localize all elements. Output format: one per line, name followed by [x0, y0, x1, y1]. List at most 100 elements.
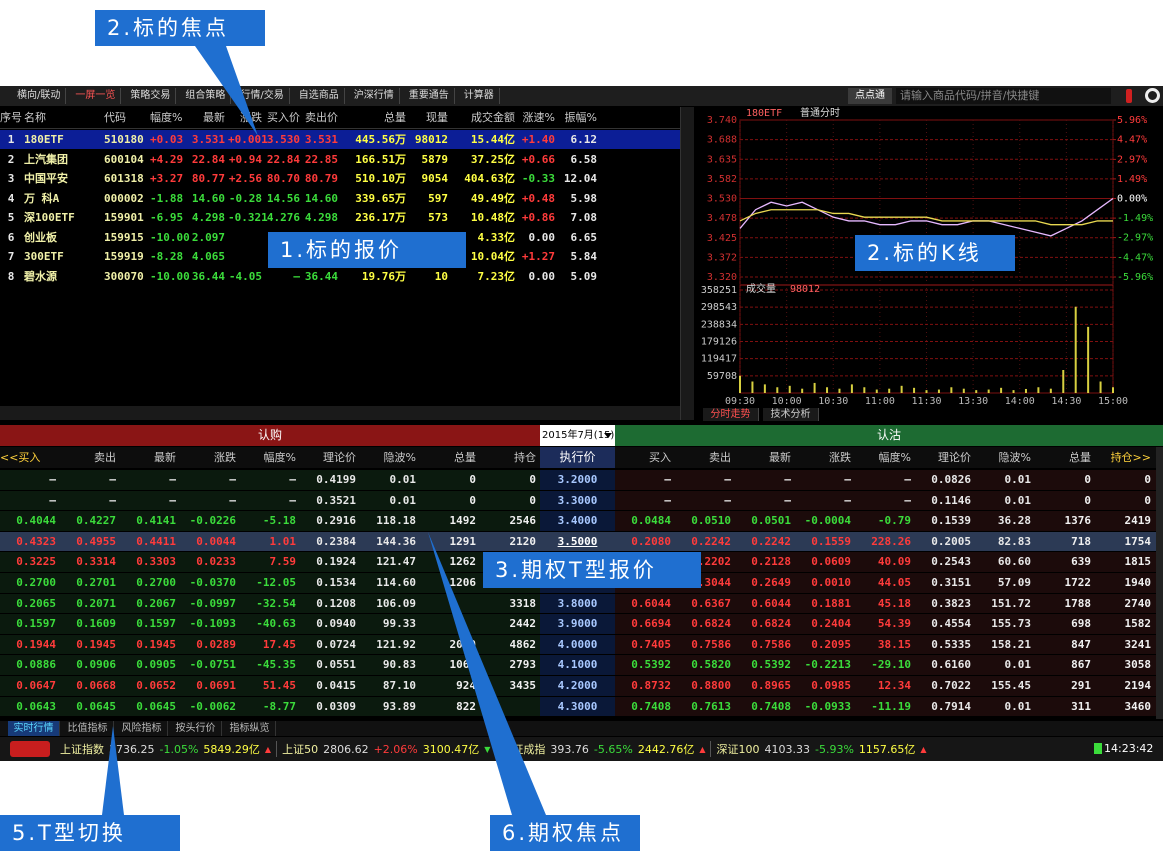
strike-cell[interactable]: 4.3000 — [557, 699, 598, 713]
strike-cell[interactable]: 4.2000 — [557, 679, 598, 692]
price-line — [739, 209, 1113, 226]
strike-header: 执行价 — [540, 447, 615, 468]
put-cell: 0.7586 — [751, 637, 791, 651]
index-change: +2.06% — [373, 742, 418, 756]
put-cell: 2419 — [1124, 514, 1152, 528]
call-cell: 0.2700 — [16, 576, 56, 589]
stock-header: 幅度% — [150, 111, 183, 124]
annotation-label: 5.T型切换 — [0, 815, 180, 851]
stock-cell: 445.56万 — [355, 133, 406, 146]
put-cell: 0.3823 — [931, 596, 971, 610]
toolbar-button[interactable]: 自选商品 — [294, 88, 345, 104]
chart-tab[interactable]: 技术分析 — [763, 408, 819, 421]
y2-tick-label: 1.49% — [1117, 174, 1147, 185]
call-cell: 0.4044 — [16, 514, 56, 528]
y-tick-label: 179126 — [701, 336, 737, 347]
call-cell: 2793 — [509, 658, 537, 672]
put-cell: 1582 — [1124, 617, 1152, 631]
call-header: 卖出 — [94, 451, 116, 464]
call-cell: 0 — [469, 493, 476, 507]
toolbar-button[interactable]: 沪深行情 — [349, 88, 400, 104]
search-input[interactable]: 请输入商品代码/拼音/快捷键 — [896, 88, 1111, 104]
strike-cell[interactable]: 4.1000 — [557, 658, 598, 672]
strike-cell[interactable]: 3.9000 — [557, 617, 598, 631]
chart-tab[interactable]: 分时走势 — [703, 408, 759, 421]
bottom-tab[interactable]: 按头行价 — [170, 721, 222, 736]
index-price: 4103.33 — [764, 742, 810, 756]
put-cell: 0.8732 — [631, 679, 671, 692]
toolbar-button[interactable]: 组合策略 — [180, 88, 232, 104]
call-cell: 0 — [469, 473, 476, 486]
alert-icon[interactable] — [1126, 89, 1132, 103]
strike-cell[interactable]: 3.3000 — [557, 493, 598, 507]
stock-cell: 5.09 — [570, 269, 598, 283]
stock-cell: 1 — [7, 133, 15, 146]
put-cell: 0.1881 — [811, 596, 851, 610]
strike-cell[interactable]: 3.8000 — [557, 596, 598, 610]
strike-cell[interactable]: 3.4000 — [557, 514, 598, 528]
put-cell: 0.5392 — [631, 658, 671, 672]
call-cell: 0.4199 — [316, 473, 356, 486]
call-cell: -0.0226 — [189, 514, 236, 528]
put-cell: — — [724, 493, 731, 507]
put-cell: 38.15 — [877, 637, 911, 651]
stock-cell: 5879 — [421, 152, 449, 166]
put-cell: 867 — [1071, 658, 1091, 672]
stock-cell: 7.08 — [570, 211, 598, 224]
put-cell: 0.7408 — [751, 699, 791, 713]
call-cell: 0.0906 — [76, 658, 116, 672]
index-change: -5.93% — [814, 742, 854, 756]
strike-bg — [540, 593, 615, 614]
call-cell: 93.89 — [382, 699, 416, 713]
strike-bg — [540, 531, 615, 552]
settings-icon[interactable] — [1145, 88, 1160, 103]
toolbar-button[interactable]: 行情/交易 — [235, 88, 290, 104]
stock-cell: 14.60 — [304, 191, 338, 205]
put-cell: 0.0484 — [631, 514, 671, 528]
strike-cell[interactable]: 4.0000 — [557, 637, 598, 651]
call-cell: 0.4411 — [136, 534, 176, 548]
call-cell: 0.4323 — [16, 534, 56, 548]
stock-cell: 3.531 — [191, 133, 225, 146]
toolbar-button[interactable]: 计算器 — [459, 88, 500, 104]
call-row-bg — [0, 470, 540, 490]
call-row-bg — [0, 573, 540, 593]
volume-bar — [1099, 381, 1102, 393]
stock-cell: 600104 — [104, 152, 144, 166]
call-cell: 90.83 — [382, 658, 416, 672]
toolbar-button[interactable]: 一屏一览 — [70, 88, 122, 104]
call-cell: 0.3303 — [136, 555, 176, 569]
toolbar-button[interactable]: 重要通告 — [404, 88, 455, 104]
call-row-bg — [0, 676, 540, 696]
search-button[interactable]: 点点通 — [848, 88, 892, 104]
call-cell: 0.3314 — [76, 555, 116, 569]
clock: 14:23:42 — [1104, 742, 1154, 755]
x-tick-label: 15:00 — [1098, 396, 1128, 407]
toolbar-button[interactable]: 策略交易 — [125, 88, 177, 104]
volume-bar — [1024, 388, 1027, 393]
bottom-tab[interactable]: 比值指标 — [62, 721, 114, 736]
call-cell: -12.05 — [256, 576, 296, 589]
call-cell: 0.0645 — [136, 699, 176, 713]
call-cell: -0.0997 — [189, 596, 236, 610]
put-cell: 2740 — [1124, 596, 1152, 610]
strike-bg — [540, 614, 615, 634]
bottom-tab[interactable]: 指标纵览 — [224, 721, 276, 736]
strike-cell[interactable]: 3.2000 — [557, 473, 598, 486]
toolbar-button[interactable]: 横向/联动 — [12, 88, 67, 104]
bottom-tab[interactable]: 实时行情 — [8, 721, 60, 736]
call-cell: 121.47 — [376, 555, 416, 569]
stock-header: 成交金额 — [471, 111, 515, 124]
put-cell: 0.4554 — [931, 617, 971, 631]
bottom-tab[interactable]: 风险指标 — [116, 721, 168, 736]
index-price: 2806.62 — [323, 742, 369, 756]
strike-cell[interactable]: 3.5000 — [557, 534, 598, 548]
volume-bar — [776, 387, 779, 393]
expiry-select[interactable]: 2015年7月(15) — [540, 425, 615, 446]
stock-cell: 166.51万 — [355, 152, 406, 166]
x-tick-label: 14:00 — [1005, 396, 1035, 407]
y-tick-label: 3.688 — [707, 135, 737, 146]
call-cell: 144.36 — [376, 534, 416, 548]
put-cell: — — [664, 493, 671, 507]
